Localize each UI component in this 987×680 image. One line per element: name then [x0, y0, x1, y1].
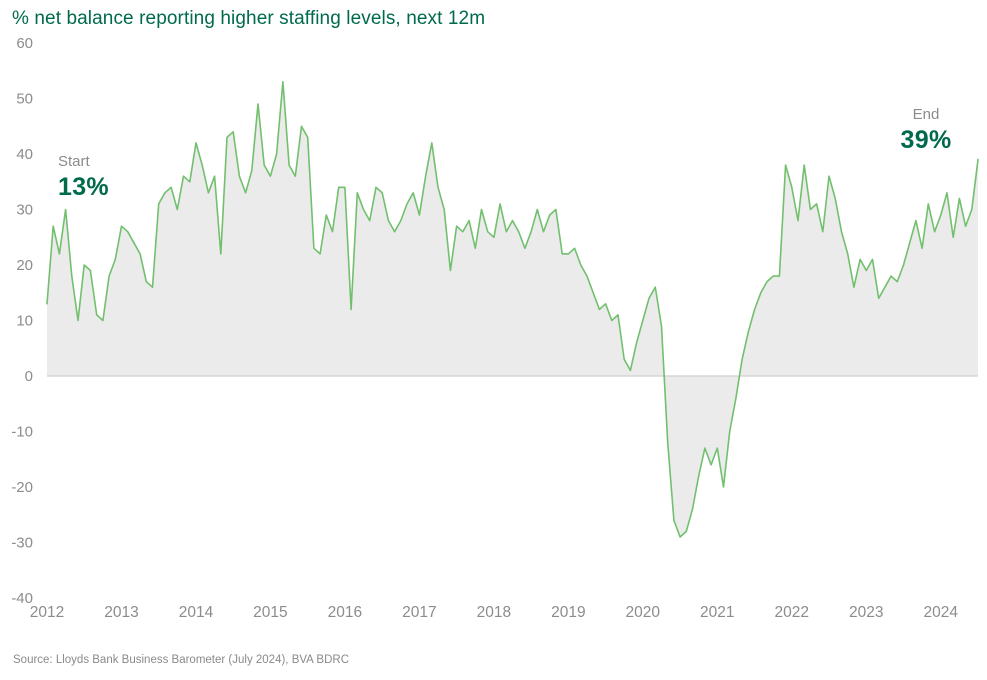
x-tick-label: 2019 [551, 604, 585, 621]
y-tick-label: -20 [11, 479, 33, 496]
y-tick-label: -10 [11, 424, 33, 441]
y-tick-label: 10 [16, 313, 33, 330]
y-tick-label: 30 [16, 202, 33, 219]
start-annotation-value: 13% [58, 173, 109, 202]
y-tick-label: 0 [25, 368, 33, 385]
source-note: Source: Lloyds Bank Business Barometer (… [13, 654, 349, 666]
x-tick-label: 2022 [775, 604, 809, 621]
y-tick-label: -40 [11, 590, 33, 607]
y-tick-label: 40 [16, 146, 33, 163]
x-tick-label: 2016 [328, 604, 362, 621]
x-tick-label: 2012 [30, 604, 64, 621]
x-tick-label: 2013 [104, 604, 138, 621]
end-annotation-value: 39% [900, 126, 952, 155]
x-tick-label: 2017 [402, 604, 436, 621]
end-annotation: End 39% [881, 106, 971, 155]
x-tick-label: 2018 [477, 604, 511, 621]
series-line [46, 81, 979, 538]
y-tick-label: 60 [16, 35, 33, 52]
x-tick-label: 2014 [179, 604, 214, 621]
x-tick-label: 2020 [626, 604, 661, 621]
x-tick-label: 2024 [924, 604, 959, 621]
y-tick-label: 50 [16, 91, 33, 108]
start-annotation-label: Start [58, 153, 90, 170]
start-annotation: Start 13% [58, 153, 109, 202]
x-tick-label: 2023 [849, 604, 883, 621]
end-annotation-label: End [912, 106, 940, 123]
y-tick-label: -30 [11, 535, 33, 552]
x-tick-label: 2015 [253, 604, 287, 621]
chart-title: % net balance reporting higher staffing … [12, 8, 486, 29]
x-tick-label: 2021 [700, 604, 734, 621]
area-fill [47, 81, 978, 538]
y-tick-label: 20 [16, 257, 33, 274]
